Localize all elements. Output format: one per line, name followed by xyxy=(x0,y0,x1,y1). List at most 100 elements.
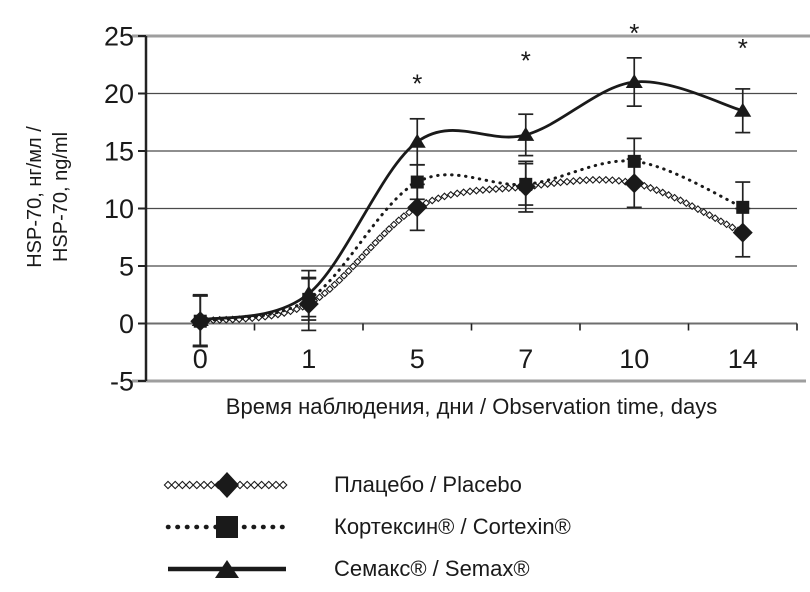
chain-diamond xyxy=(399,212,408,221)
legend-label-semax: Семакс® / Semax® xyxy=(334,556,530,581)
chain-diamond xyxy=(385,225,394,233)
marker-square-2 xyxy=(410,175,424,189)
chart-legend: Плацебо / Placebo Кортексин® / Cortexin®… xyxy=(162,464,571,590)
chain-diamond xyxy=(722,220,731,229)
y-tick-label: 5 xyxy=(119,252,134,282)
chain-diamond xyxy=(389,220,398,229)
chain-diamond xyxy=(434,194,443,203)
chain-diamond xyxy=(371,238,380,247)
x-tick-label: 14 xyxy=(728,344,758,374)
chain-diamond xyxy=(185,480,194,490)
chain-diamond xyxy=(670,193,679,202)
chain-diamond xyxy=(664,191,673,199)
marker-diamond-3 xyxy=(515,176,536,197)
chain-diamond xyxy=(344,267,353,276)
chain-diamond xyxy=(320,289,329,298)
chain-diamond xyxy=(349,262,358,271)
chain-diamond xyxy=(278,480,288,490)
marker-triangle-3 xyxy=(517,126,535,141)
marker-square-5 xyxy=(736,200,750,214)
marker-triangle-5 xyxy=(734,102,752,117)
chain-diamond xyxy=(264,480,274,490)
chain-diamond xyxy=(550,179,559,188)
chain-diamond xyxy=(575,176,584,185)
chain-diamond xyxy=(705,211,714,220)
error-bars-2 xyxy=(192,56,751,347)
chain-diamond xyxy=(537,180,546,189)
chain-diamond xyxy=(257,480,266,490)
chain-diamond xyxy=(556,178,565,187)
x-axis-title: Время наблюдения, дни / Observation time… xyxy=(225,394,718,419)
chain-diamond xyxy=(563,177,571,186)
chain-diamond xyxy=(569,177,578,186)
chain-diamond xyxy=(292,305,301,314)
placebo-line-symbol-icon xyxy=(163,472,288,498)
x-tick-label: 7 xyxy=(518,344,533,374)
cortexin-line-symbol-icon xyxy=(165,516,289,538)
y-axis-title-line2: HSP-70, ng/ml xyxy=(50,131,72,263)
chain-diamond xyxy=(358,253,366,261)
chain-diamond xyxy=(699,208,708,217)
chain-diamond xyxy=(682,199,691,208)
chain-diamond xyxy=(608,176,617,185)
marker-triangle-2 xyxy=(408,133,426,148)
chain-diamond xyxy=(330,280,339,289)
chain-diamond xyxy=(459,188,468,197)
series-line-2 xyxy=(199,80,744,322)
chain-diamond xyxy=(206,480,216,490)
chain-diamond xyxy=(711,214,720,223)
chain-diamond xyxy=(472,186,481,195)
y-tick-label: 10 xyxy=(104,194,134,224)
significance-asterisk: * xyxy=(738,33,748,63)
chain-diamond xyxy=(498,184,507,193)
chain-diamond xyxy=(394,216,403,225)
chain-diamond xyxy=(728,223,737,232)
chain-diamond xyxy=(652,186,661,195)
chain-diamond xyxy=(163,480,173,490)
chain-diamond xyxy=(362,248,371,257)
chain-diamond xyxy=(716,217,725,226)
chain-diamond xyxy=(688,202,697,211)
chain-diamond xyxy=(340,271,348,280)
significance-asterisk: * xyxy=(412,69,422,99)
chain-diamond xyxy=(380,229,389,238)
chain-diamond xyxy=(366,243,375,252)
chain-diamond xyxy=(325,285,334,294)
chain-diamond xyxy=(582,176,591,185)
chain-diamond xyxy=(271,480,281,490)
chain-diamond xyxy=(446,190,455,199)
semax-line-symbol-icon xyxy=(168,560,286,578)
legend-marker-diamond xyxy=(215,472,239,498)
marker-triangle-0 xyxy=(191,312,209,327)
chain-diamond xyxy=(588,175,597,184)
y-tick-label: 20 xyxy=(104,79,134,109)
legend-marker-square xyxy=(216,516,238,538)
chain-diamond xyxy=(658,188,667,197)
chain-diamond xyxy=(543,180,552,188)
chain-diamond xyxy=(440,192,449,201)
series-line-1 xyxy=(198,159,745,323)
chain-diamond xyxy=(199,480,209,490)
chain-diamond xyxy=(192,480,202,490)
legend-marker-triangle xyxy=(215,560,239,578)
y-tick-label: 0 xyxy=(119,309,134,339)
y-axis-title: HSP-70, нг/мл / HSP-70, ng/ml xyxy=(22,126,74,268)
error-bars-0 xyxy=(192,158,751,348)
x-tick-label: 0 xyxy=(193,344,208,374)
marker-triangle-4 xyxy=(625,74,643,88)
legend-item-cortexin: Кортексин® / Cortexin® xyxy=(162,506,571,548)
y-tick-label: 25 xyxy=(104,22,134,52)
legend-item-semax: Семакс® / Semax® xyxy=(162,548,571,590)
chain-diamond xyxy=(178,480,187,490)
chain-diamond xyxy=(491,185,500,193)
chain-diamond xyxy=(601,175,610,184)
chain-diamond xyxy=(478,186,487,194)
y-axis-title-line1: HSP-70, нг/мл / xyxy=(24,126,46,268)
chain-diamond xyxy=(422,199,431,207)
legend-chain-0 xyxy=(163,480,288,490)
marker-triangle-1 xyxy=(300,285,318,300)
chain-diamond xyxy=(485,185,494,194)
y-tick-label: -5 xyxy=(110,367,134,397)
chain-diamond xyxy=(375,234,384,243)
